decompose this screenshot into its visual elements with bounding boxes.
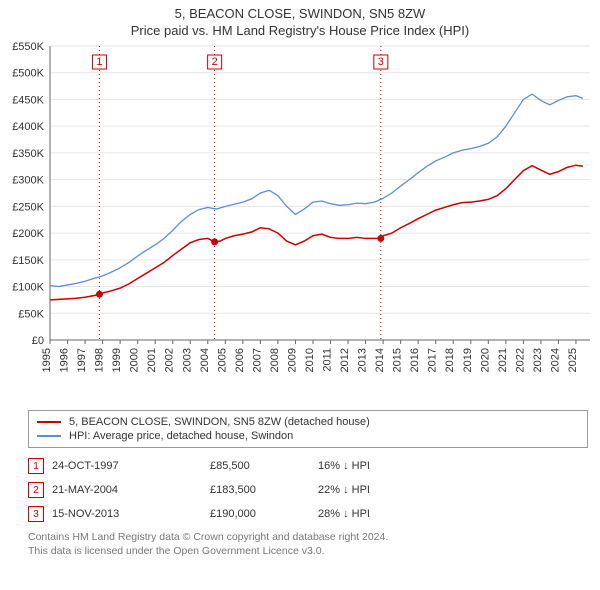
- attribution-line: This data is licensed under the Open Gov…: [28, 544, 588, 558]
- svg-text:1997: 1997: [76, 348, 88, 372]
- sales-price: £183,500: [210, 484, 310, 496]
- svg-text:2023: 2023: [532, 348, 544, 372]
- svg-text:1: 1: [96, 56, 102, 68]
- sales-marker: 3: [28, 506, 44, 522]
- chart-title: 5, BEACON CLOSE, SWINDON, SN5 8ZW: [0, 0, 600, 21]
- svg-text:2011: 2011: [322, 348, 334, 372]
- attribution-line: Contains HM Land Registry data © Crown c…: [28, 530, 588, 544]
- sales-marker: 2: [28, 482, 44, 498]
- legend-entry: HPI: Average price, detached house, Swin…: [37, 429, 579, 443]
- svg-text:£250K: £250K: [12, 201, 44, 213]
- svg-text:2003: 2003: [181, 348, 193, 372]
- attribution: Contains HM Land Registry data © Crown c…: [28, 530, 588, 558]
- svg-text:£500K: £500K: [12, 68, 44, 80]
- svg-text:1995: 1995: [41, 348, 53, 372]
- chart-container: 5, BEACON CLOSE, SWINDON, SN5 8ZW Price …: [0, 0, 600, 558]
- svg-text:2015: 2015: [392, 348, 404, 372]
- svg-text:2000: 2000: [129, 348, 141, 372]
- chart-plot-area: £0 £50K £100K £150K £200K £250K £300K £350K £400…: [0, 42, 600, 404]
- svg-text:1996: 1996: [59, 348, 71, 372]
- svg-text:2004: 2004: [199, 348, 211, 372]
- svg-text:2018: 2018: [444, 348, 456, 372]
- svg-text:£50K: £50K: [18, 308, 44, 320]
- svg-text:£0: £0: [32, 335, 44, 347]
- svg-text:2025: 2025: [567, 348, 579, 372]
- svg-text:2013: 2013: [357, 348, 369, 372]
- sales-table: 1 24-OCT-1997 £85,500 16% ↓ HPI 2 21-MAY-2004…: [28, 454, 588, 526]
- svg-text:£150K: £150K: [12, 255, 44, 267]
- svg-text:2017: 2017: [427, 348, 439, 372]
- svg-text:2009: 2009: [286, 348, 298, 372]
- legend-swatch: [37, 435, 61, 437]
- chart-subtitle: Price paid vs. HM Land Registry's House …: [0, 21, 600, 42]
- chart-svg: £0 £50K £100K £150K £200K £250K £300K £350K £400…: [0, 42, 600, 404]
- svg-text:2014: 2014: [374, 348, 386, 372]
- sales-marker: 1: [28, 458, 44, 474]
- svg-text:2008: 2008: [269, 348, 281, 372]
- svg-text:2006: 2006: [234, 348, 246, 372]
- sales-row: 1 24-OCT-1997 £85,500 16% ↓ HPI: [28, 454, 588, 478]
- svg-text:2007: 2007: [251, 348, 263, 372]
- svg-text:2016: 2016: [409, 348, 421, 372]
- sales-date: 15-NOV-2013: [52, 508, 202, 520]
- svg-text:£200K: £200K: [12, 228, 44, 240]
- sales-price: £85,500: [210, 460, 310, 472]
- svg-text:2021: 2021: [497, 348, 509, 372]
- sales-price: £190,000: [210, 508, 310, 520]
- sales-date: 24-OCT-1997: [52, 460, 202, 472]
- svg-text:2024: 2024: [549, 348, 561, 372]
- sales-diff: 16% ↓ HPI: [318, 460, 438, 472]
- svg-text:£550K: £550K: [12, 42, 44, 53]
- sales-row: 3 15-NOV-2013 £190,000 28% ↓ HPI: [28, 502, 588, 526]
- svg-text:2001: 2001: [146, 348, 158, 372]
- svg-text:2012: 2012: [339, 348, 351, 372]
- svg-text:£400K: £400K: [12, 121, 44, 133]
- legend-entry: 5, BEACON CLOSE, SWINDON, SN5 8ZW (detac…: [37, 415, 579, 429]
- svg-text:1998: 1998: [94, 348, 106, 372]
- svg-text:1999: 1999: [111, 348, 123, 372]
- svg-text:3: 3: [378, 56, 384, 68]
- svg-text:£350K: £350K: [12, 148, 44, 160]
- svg-text:2: 2: [212, 56, 218, 68]
- sales-date: 21-MAY-2004: [52, 484, 202, 496]
- sales-row: 2 21-MAY-2004 £183,500 22% ↓ HPI: [28, 478, 588, 502]
- legend-label: 5, BEACON CLOSE, SWINDON, SN5 8ZW (detac…: [69, 416, 370, 428]
- svg-text:2020: 2020: [479, 348, 491, 372]
- svg-text:2019: 2019: [462, 348, 474, 372]
- legend-swatch: [37, 421, 61, 423]
- legend: 5, BEACON CLOSE, SWINDON, SN5 8ZW (detac…: [28, 410, 588, 448]
- legend-label: HPI: Average price, detached house, Swin…: [69, 430, 293, 442]
- sales-diff: 28% ↓ HPI: [318, 508, 438, 520]
- svg-text:2002: 2002: [164, 348, 176, 372]
- svg-text:£450K: £450K: [12, 94, 44, 106]
- sales-diff: 22% ↓ HPI: [318, 484, 438, 496]
- svg-text:£100K: £100K: [12, 282, 44, 294]
- svg-text:2010: 2010: [304, 348, 316, 372]
- svg-text:£300K: £300K: [12, 175, 44, 187]
- svg-text:2005: 2005: [216, 348, 228, 372]
- svg-text:2022: 2022: [514, 348, 526, 372]
